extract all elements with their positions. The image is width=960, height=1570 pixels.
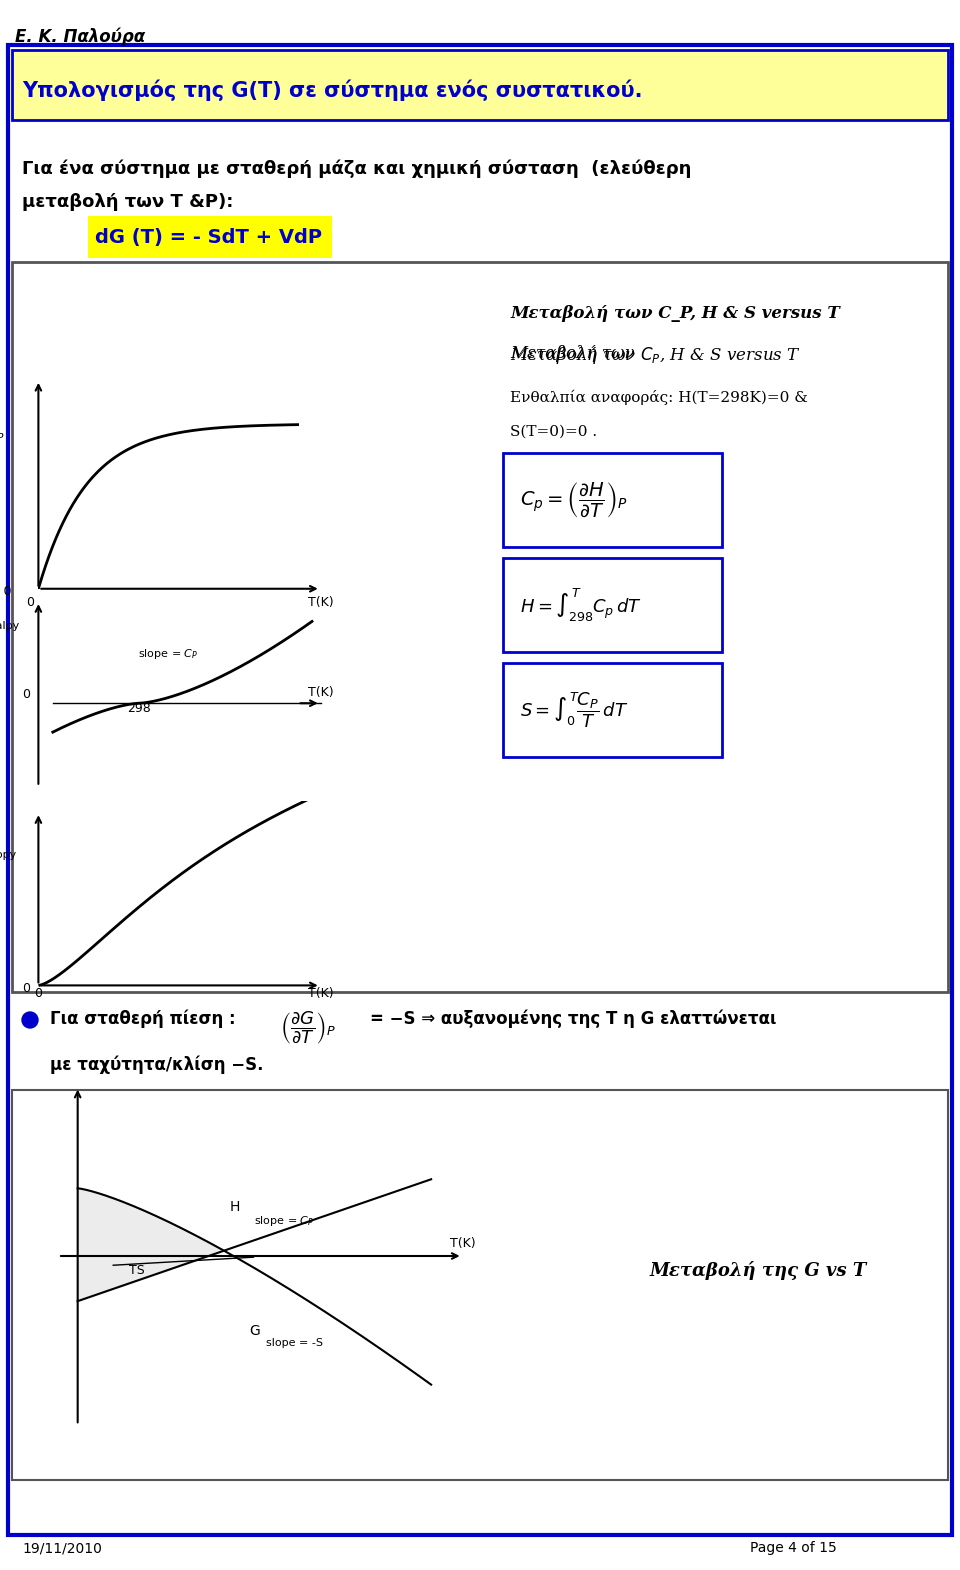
FancyBboxPatch shape <box>8 46 952 1535</box>
Text: G: G <box>249 1324 260 1338</box>
Text: 0: 0 <box>22 983 30 995</box>
FancyBboxPatch shape <box>12 262 948 992</box>
Text: Page 4 of 15: Page 4 of 15 <box>750 1542 837 1554</box>
FancyBboxPatch shape <box>88 217 332 257</box>
Text: Για σταθερή πίεση :: Για σταθερή πίεση : <box>50 1010 235 1028</box>
Text: T(K): T(K) <box>449 1237 475 1250</box>
Text: = −S ⇒ αυξανομένης της T η G ελαττώνεται: = −S ⇒ αυξανομένης της T η G ελαττώνεται <box>370 1010 777 1028</box>
Text: H: H <box>229 1199 240 1214</box>
Text: Μεταβολή της G vs T: Μεταβολή της G vs T <box>650 1261 867 1280</box>
Text: με ταχύτητα/κλίση −S.: με ταχύτητα/κλίση −S. <box>50 1055 263 1074</box>
FancyBboxPatch shape <box>503 557 722 652</box>
Text: E. K. Παλούρα: E. K. Παλούρα <box>15 28 145 47</box>
Text: T(K): T(K) <box>308 686 333 699</box>
Text: $C_P$: $C_P$ <box>0 425 5 444</box>
Text: dG (T) = - SdT + VdP: dG (T) = - SdT + VdP <box>95 229 322 248</box>
Text: Entropy: Entropy <box>0 851 17 860</box>
Text: Μεταβολή των: Μεταβολή των <box>510 345 640 363</box>
FancyBboxPatch shape <box>503 454 722 546</box>
Text: S(T=0)=0 .: S(T=0)=0 . <box>510 425 597 440</box>
Text: T(K): T(K) <box>308 988 333 1000</box>
Text: slope = $C_P$: slope = $C_P$ <box>138 647 198 661</box>
FancyBboxPatch shape <box>503 663 722 757</box>
Text: TS: TS <box>129 1264 144 1276</box>
Text: $C_p = \left(\dfrac{\partial H}{\partial T}\right)_P$: $C_p = \left(\dfrac{\partial H}{\partial… <box>520 480 628 520</box>
Text: Μεταβολή των C_P, H & S versus T: Μεταβολή των C_P, H & S versus T <box>510 305 840 322</box>
Circle shape <box>22 1013 38 1028</box>
Text: (a)  0: (a) 0 <box>0 586 12 598</box>
Text: 0: 0 <box>35 988 42 1000</box>
Text: Ενθαλπία αναφοράς: H(T=298K)=0 &: Ενθαλπία αναφοράς: H(T=298K)=0 & <box>510 389 808 405</box>
Text: 0: 0 <box>22 688 30 700</box>
FancyBboxPatch shape <box>12 1090 948 1481</box>
Text: Για ένα σύστημα με σταθερή μάζα και χημική σύσταση  (ελεύθερη: Για ένα σύστημα με σταθερή μάζα και χημι… <box>22 160 691 179</box>
FancyBboxPatch shape <box>12 50 948 119</box>
Text: Μεταβολή των $C_P$, H & S versus T: Μεταβολή των $C_P$, H & S versus T <box>510 345 801 366</box>
Text: $\left(\dfrac{\partial G}{\partial T}\right)_P$: $\left(\dfrac{\partial G}{\partial T}\ri… <box>280 1010 336 1047</box>
Text: slope = $C_P$: slope = $C_P$ <box>254 1215 315 1228</box>
Text: 298: 298 <box>128 702 151 716</box>
Text: 19/11/2010: 19/11/2010 <box>22 1542 102 1554</box>
Text: Enthalpy: Enthalpy <box>0 622 20 631</box>
Text: $S = \int_{0}^{T} \dfrac{C_P}{T} \, dT$: $S = \int_{0}^{T} \dfrac{C_P}{T} \, dT$ <box>520 691 628 730</box>
Text: Υπολογισμός της G(T) σε σύστημα ενός συστατικού.: Υπολογισμός της G(T) σε σύστημα ενός συσ… <box>22 78 642 100</box>
Text: $H = \int_{298}^{T} C_p \, dT$: $H = \int_{298}^{T} C_p \, dT$ <box>520 587 642 623</box>
Text: μεταβολή των T &P):: μεταβολή των T &P): <box>22 193 233 210</box>
Text: slope = -S: slope = -S <box>266 1338 324 1349</box>
Text: 0: 0 <box>26 597 34 609</box>
Text: T(K): T(K) <box>308 597 333 609</box>
